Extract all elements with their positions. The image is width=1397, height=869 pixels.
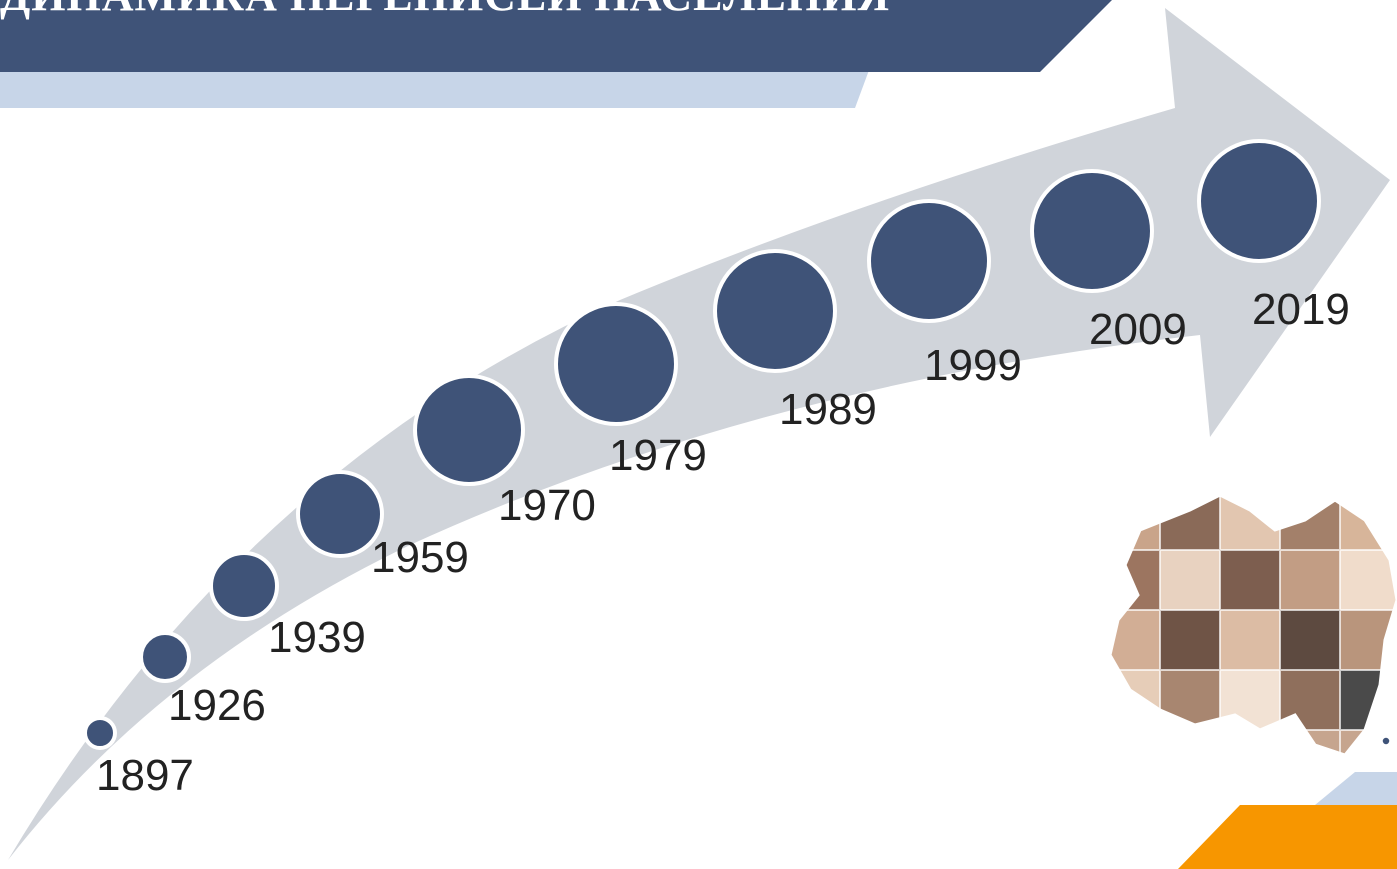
timeline-circle-1989: [713, 249, 837, 373]
year-label-1897: 1897: [96, 751, 194, 800]
timeline-circle-2009: [1030, 169, 1154, 293]
year-label-2019: 2019: [1252, 285, 1350, 334]
year-label-1939: 1939: [268, 613, 366, 662]
timeline-circle-1926: [139, 631, 191, 683]
header-navy-band: [0, 0, 1112, 72]
year-label-1989: 1989: [779, 385, 877, 434]
timeline-circle-2019: [1197, 139, 1321, 263]
year-label-1959: 1959: [371, 533, 469, 582]
timeline-circle-1970: [413, 374, 525, 486]
year-label-1970: 1970: [498, 481, 596, 530]
small-dot-marker: [1381, 736, 1391, 746]
timeline-circle-1959: [296, 470, 384, 558]
timeline-circle-1979: [554, 302, 678, 426]
year-label-1979: 1979: [609, 431, 707, 480]
year-label-1926: 1926: [168, 681, 266, 730]
bottom-orange-bar: [1178, 805, 1397, 869]
year-label-2009: 2009: [1089, 305, 1187, 354]
map-collage-image: [1108, 493, 1397, 757]
bottom-light-accent: [1315, 772, 1397, 805]
timeline-circle-1999: [867, 199, 991, 323]
header-title: ДИНАМИКА ПЕРЕПИСЕЙ НАСЕЛЕНИЯ: [0, 0, 890, 21]
year-label-1999: 1999: [924, 341, 1022, 390]
timeline-circle-1897: [83, 716, 117, 750]
timeline-circle-1939: [209, 551, 279, 621]
